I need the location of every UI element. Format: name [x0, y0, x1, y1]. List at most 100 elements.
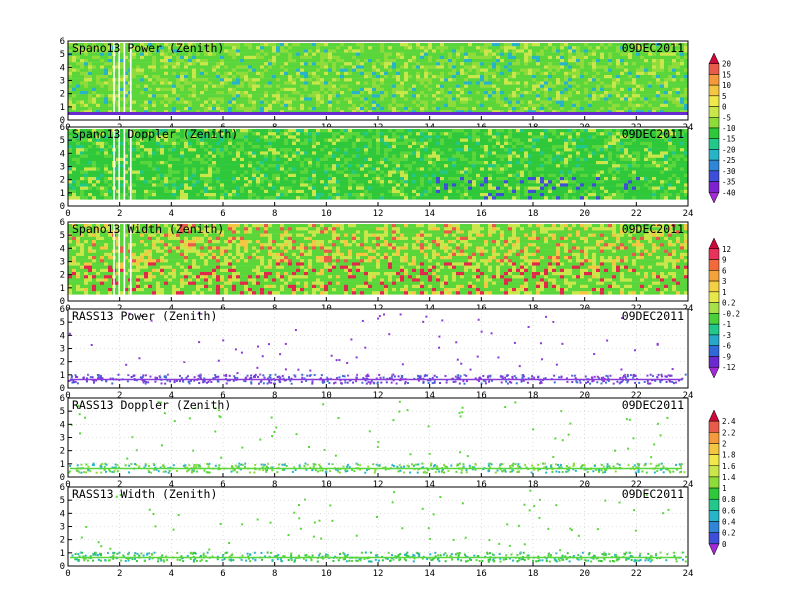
- heatmap-cell: [108, 138, 113, 142]
- heatmap-cell: [468, 46, 473, 50]
- heatmap-cell: [328, 43, 333, 47]
- heatmap-cell: [468, 43, 473, 47]
- heatmap-cell: [124, 97, 129, 101]
- heatmap-cell: [272, 180, 277, 184]
- heatmap-cell: [100, 75, 105, 79]
- heatmap-cell: [636, 49, 641, 53]
- heatmap-cell: [100, 68, 105, 72]
- heatmap-cell: [164, 65, 169, 69]
- heatmap-cell: [236, 91, 241, 95]
- heatmap-cell: [408, 103, 413, 108]
- heatmap-cell: [360, 55, 365, 60]
- heatmap-cell: [76, 52, 81, 56]
- heatmap-cell: [188, 173, 193, 178]
- heatmap-cell: [288, 103, 293, 108]
- heatmap-cell: [228, 84, 233, 88]
- heatmap-cell: [168, 183, 173, 187]
- heatmap-cell: [272, 68, 277, 72]
- heatmap-cell: [88, 196, 93, 200]
- heatmap-cell: [476, 84, 481, 88]
- heatmap-cell: [80, 138, 85, 142]
- heatmap-cell: [440, 71, 445, 76]
- heatmap-cell: [436, 110, 441, 114]
- heatmap-cell: [296, 186, 301, 190]
- heatmap-cell: [388, 46, 393, 50]
- heatmap-cell: [428, 103, 433, 108]
- heatmap-cell: [476, 110, 481, 114]
- heatmap-cell: [260, 189, 265, 194]
- heatmap-cell: [156, 107, 161, 111]
- heatmap-cell: [288, 78, 293, 82]
- heatmap-cell: [536, 46, 541, 50]
- heatmap-cell: [200, 97, 205, 101]
- heatmap-cell: [120, 145, 125, 149]
- heatmap-cell: [196, 193, 201, 197]
- heatmap-cell: [540, 65, 545, 69]
- heatmap-cell: [92, 145, 97, 149]
- heatmap-cell: [636, 62, 641, 66]
- heatmap-cell: [172, 100, 177, 104]
- heatmap-cell: [100, 151, 105, 155]
- heatmap-cell: [272, 52, 277, 56]
- heatmap-cell: [332, 75, 337, 79]
- heatmap-cell: [260, 97, 265, 101]
- heatmap-cell: [76, 173, 81, 178]
- heatmap-cell: [644, 71, 649, 76]
- heatmap-cell: [576, 55, 581, 60]
- heatmap-cell: [556, 68, 561, 72]
- heatmap-cell: [644, 81, 649, 85]
- heatmap-cell: [464, 97, 469, 101]
- heatmap-cell: [292, 148, 297, 152]
- heatmap-cell: [156, 84, 161, 88]
- heatmap-cell: [628, 46, 633, 50]
- heatmap-cell: [352, 62, 357, 66]
- heatmap-cell: [196, 157, 201, 162]
- heatmap-cell: [648, 91, 653, 95]
- heatmap-cell: [424, 97, 429, 101]
- heatmap-cell: [160, 167, 165, 171]
- heatmap-cell: [288, 193, 293, 197]
- heatmap-cell: [324, 196, 329, 200]
- heatmap-cell: [568, 62, 573, 66]
- heatmap-cell: [320, 186, 325, 190]
- heatmap-cell: [468, 65, 473, 69]
- heatmap-cell: [396, 49, 401, 53]
- heatmap-cell: [204, 186, 209, 190]
- heatmap-cell: [452, 110, 457, 114]
- heatmap-cell: [260, 157, 265, 162]
- heatmap-cell: [132, 138, 137, 142]
- heatmap-cell: [432, 87, 437, 92]
- heatmap-cell: [108, 103, 113, 108]
- heatmap-cell: [404, 68, 409, 72]
- heatmap-cell: [432, 94, 437, 98]
- heatmap-cell: [500, 94, 505, 98]
- heatmap-cell: [264, 173, 269, 178]
- heatmap-cell: [108, 135, 113, 139]
- heatmap-cell: [164, 46, 169, 50]
- heatmap-cell: [168, 189, 173, 194]
- heatmap-cell: [132, 43, 137, 47]
- heatmap-cell: [304, 107, 309, 111]
- heatmap-cell: [144, 157, 149, 162]
- heatmap-cell: [288, 65, 293, 69]
- heatmap-cell: [436, 55, 441, 60]
- heatmap-cell: [676, 46, 681, 50]
- heatmap-cell: [672, 75, 677, 79]
- heatmap-cell: [76, 148, 81, 152]
- heatmap-cell: [460, 62, 465, 66]
- heatmap-cell: [244, 87, 249, 92]
- heatmap-cell: [244, 97, 249, 101]
- heatmap-cell: [332, 94, 337, 98]
- heatmap-cell: [264, 46, 269, 50]
- heatmap-cell: [508, 103, 513, 108]
- heatmap-cell: [264, 186, 269, 190]
- heatmap-cell: [276, 75, 281, 79]
- heatmap-cell: [372, 75, 377, 79]
- heatmap-cell: [332, 84, 337, 88]
- heatmap-cell: [292, 55, 297, 60]
- heatmap-cell: [180, 49, 185, 53]
- heatmap-cell: [72, 49, 77, 53]
- heatmap-cell: [660, 75, 665, 79]
- heatmap-cell: [132, 84, 137, 88]
- heatmap-cell: [240, 91, 245, 95]
